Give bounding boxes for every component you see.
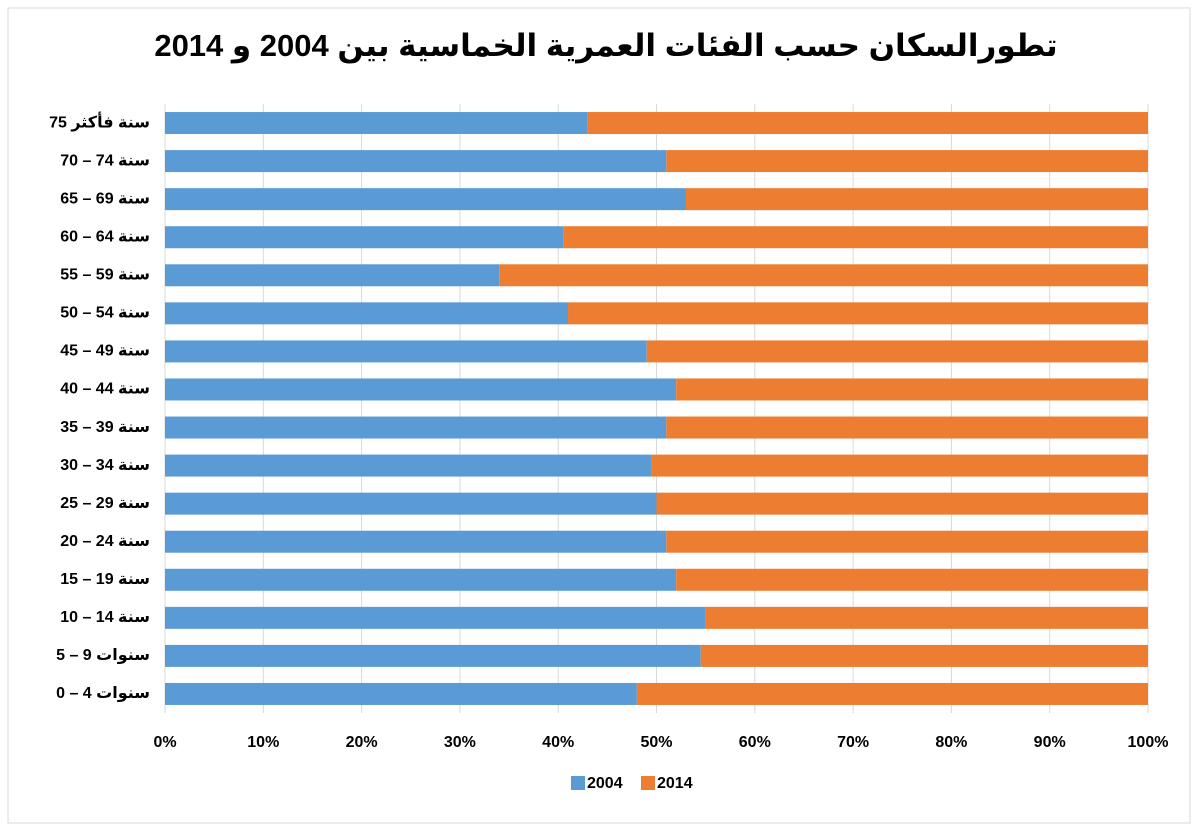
bar-segment — [568, 302, 1148, 325]
y-tick-label: 25 – 29 سنة — [60, 495, 150, 512]
x-tick-label: 0% — [153, 734, 176, 751]
x-tick-label: 80% — [935, 734, 967, 751]
bar-segment — [666, 416, 1148, 439]
bar-segment — [165, 492, 657, 515]
bar-segment — [656, 492, 1148, 515]
bar-segment — [165, 264, 500, 287]
bar-segment — [685, 188, 1148, 211]
y-tick-label: 60 – 64 سنة — [60, 228, 150, 245]
bar-segment — [165, 606, 706, 629]
y-tick-label: 20 – 24 سنة — [60, 533, 150, 550]
bar-segment — [700, 644, 1148, 667]
y-tick-label: 35 – 39 سنة — [60, 419, 150, 436]
bar-segment — [165, 644, 701, 667]
y-tick-label: 55 – 59 سنة — [60, 267, 150, 284]
y-tick-label: 15 – 19 سنة — [60, 571, 150, 588]
x-tick-label: 50% — [640, 734, 672, 751]
legend-label: 2004 — [587, 775, 623, 792]
x-tick-label: 100% — [1128, 734, 1169, 751]
legend-swatch — [641, 776, 655, 790]
y-tick-label: 0 – 4 سنوات — [56, 685, 150, 702]
legend-swatch — [571, 776, 585, 790]
bar-segment — [676, 568, 1148, 591]
bar-segment — [666, 150, 1148, 173]
bar-segment — [165, 112, 588, 135]
x-tick-label: 40% — [542, 734, 574, 751]
x-tick-label: 30% — [444, 734, 476, 751]
x-tick-label: 20% — [346, 734, 378, 751]
y-tick-label: 50 – 54 سنة — [60, 305, 150, 322]
bar-segment — [636, 682, 1148, 705]
y-tick-label: 30 – 34 سنة — [60, 457, 150, 474]
bar-segment — [165, 454, 652, 477]
bar-segment — [165, 682, 637, 705]
bar-segment — [666, 530, 1148, 553]
bar-segment — [165, 150, 667, 173]
bar-segment — [563, 226, 1148, 249]
legend-label: 2014 — [657, 775, 693, 792]
bar-segment — [165, 416, 667, 439]
bar-segment — [165, 226, 564, 249]
bar-segment — [676, 378, 1148, 401]
bar-segment — [165, 378, 677, 401]
x-tick-label: 60% — [739, 734, 771, 751]
y-tick-label: 65 – 69 سنة — [60, 190, 150, 207]
y-tick-label: 40 – 44 سنة — [60, 381, 150, 398]
y-tick-label: 5 – 9 سنوات — [56, 647, 150, 664]
bar-segment — [165, 340, 647, 363]
bar-segment — [587, 112, 1148, 135]
bar-segment — [165, 188, 686, 211]
bar-segment — [705, 606, 1148, 629]
y-tick-label: 45 – 49 سنة — [60, 343, 150, 360]
bar-segment — [499, 264, 1149, 287]
x-tick-label: 70% — [837, 734, 869, 751]
chart-title: تطورالسكان حسب الفئات العمرية الخماسية ب… — [154, 28, 1057, 64]
bar-segment — [646, 340, 1148, 363]
bar-segment — [165, 530, 667, 553]
y-tick-label: 75 سنة فأكثر — [49, 111, 150, 131]
y-tick-label: 70 – 74 سنة — [60, 152, 150, 169]
bar-segment — [165, 568, 677, 591]
x-tick-label: 90% — [1034, 734, 1066, 751]
x-tick-label: 10% — [247, 734, 279, 751]
bar-segment — [651, 454, 1148, 477]
y-tick-label: 10 – 14 سنة — [60, 609, 150, 626]
bar-segment — [165, 302, 569, 325]
